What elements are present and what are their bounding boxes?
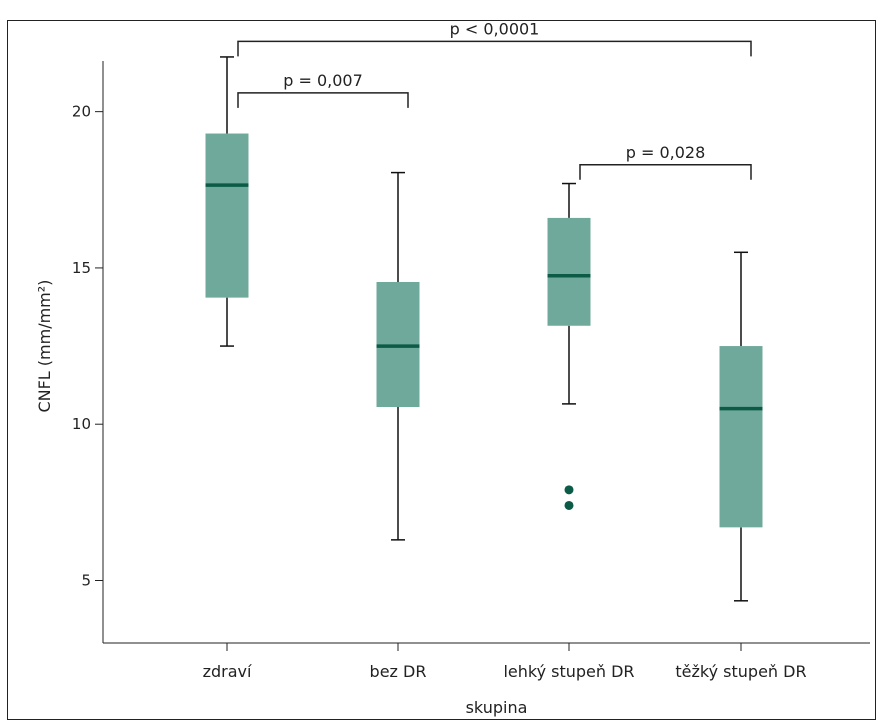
bracket-line xyxy=(237,40,752,57)
x-ticks: zdraví bez DR lehký stupeň DR těžký stupeň … xyxy=(203,643,807,681)
box-iqr xyxy=(205,133,249,298)
chart-frame: 5 10 15 20 zdraví bez DR lehký stupeň DR těžký… xyxy=(7,20,876,720)
x-category-label: zdraví xyxy=(203,662,252,681)
y-ticks: 5 10 15 20 xyxy=(72,103,103,589)
axes xyxy=(102,61,870,644)
bracket-line xyxy=(579,164,752,180)
significance-bracket: p = 0,007 xyxy=(237,71,409,108)
y-tick-label: 15 xyxy=(72,259,91,277)
box-iqr xyxy=(547,217,591,326)
y-axis-title: CNFL (mm/mm²) xyxy=(35,280,54,413)
y-tick-label: 10 xyxy=(72,415,91,433)
p-value-label: p < 0,0001 xyxy=(450,21,540,38)
y-tick-label: 5 xyxy=(81,571,91,589)
p-value-label: p = 0,028 xyxy=(626,143,706,162)
outlier-point xyxy=(564,500,574,510)
x-category-label: lehký stupeň DR xyxy=(503,662,634,681)
significance-annotations: p < 0,0001 p = 0,007 p = 0,028 xyxy=(237,21,752,180)
x-axis-title: skupina xyxy=(466,698,528,717)
bracket-line xyxy=(237,92,409,108)
significance-bracket: p = 0,028 xyxy=(579,143,752,180)
x-category-label: bez DR xyxy=(370,662,427,681)
p-value-label: p = 0,007 xyxy=(283,71,363,90)
outlier-point xyxy=(564,485,574,495)
box-iqr xyxy=(719,346,763,528)
y-tick-label: 20 xyxy=(72,103,91,121)
box-group xyxy=(376,171,420,541)
box-group xyxy=(205,56,249,347)
x-category-label: těžký stupeň DR xyxy=(675,662,806,681)
box-plot-chart: 5 10 15 20 zdraví bez DR lehký stupeň DR těžký… xyxy=(35,21,870,717)
boxes xyxy=(205,56,763,602)
box-group xyxy=(547,182,591,510)
box-group xyxy=(719,251,763,602)
significance-bracket: p < 0,0001 xyxy=(237,21,752,57)
